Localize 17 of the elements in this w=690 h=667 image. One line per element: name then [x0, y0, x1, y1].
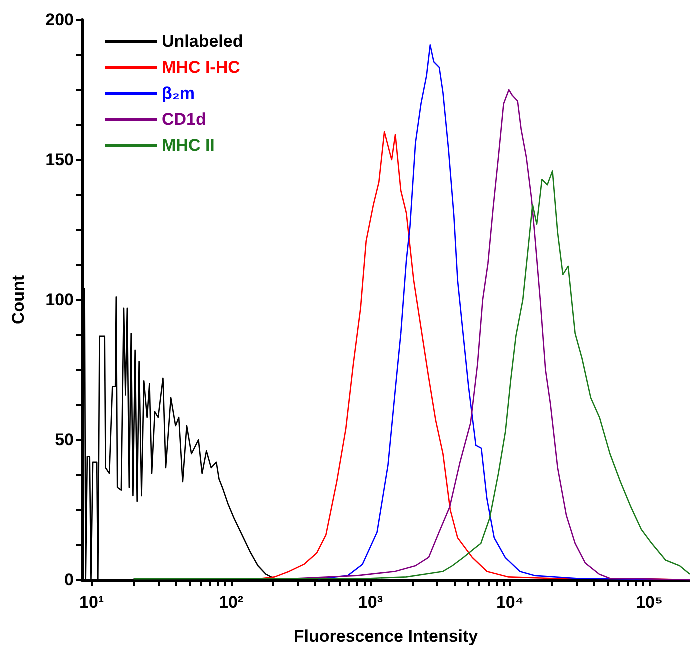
x-axis-title: Fluorescence Intensity — [294, 627, 479, 646]
legend-label: CD1d — [162, 110, 206, 129]
x-tick-label: 10² — [218, 593, 244, 612]
x-tick-label: 10⁴ — [496, 593, 524, 612]
y-tick-label: 50 — [55, 430, 74, 450]
y-tick-label: 0 — [64, 570, 74, 590]
y-tick-label: 200 — [46, 10, 74, 30]
x-tick-label: 10³ — [358, 593, 384, 612]
x-tick-label: 10¹ — [80, 593, 104, 612]
legend-label: β₂m — [162, 84, 196, 103]
y-tick-label: 100 — [46, 290, 74, 310]
legend-label: MHC I-HC — [162, 58, 240, 77]
y-tick-label: 150 — [46, 150, 74, 170]
legend-label: MHC II — [162, 136, 215, 155]
legend-label: Unlabeled — [162, 32, 244, 51]
x-tick-label: 10⁵ — [636, 593, 664, 612]
y-axis-title: Count — [9, 275, 28, 325]
